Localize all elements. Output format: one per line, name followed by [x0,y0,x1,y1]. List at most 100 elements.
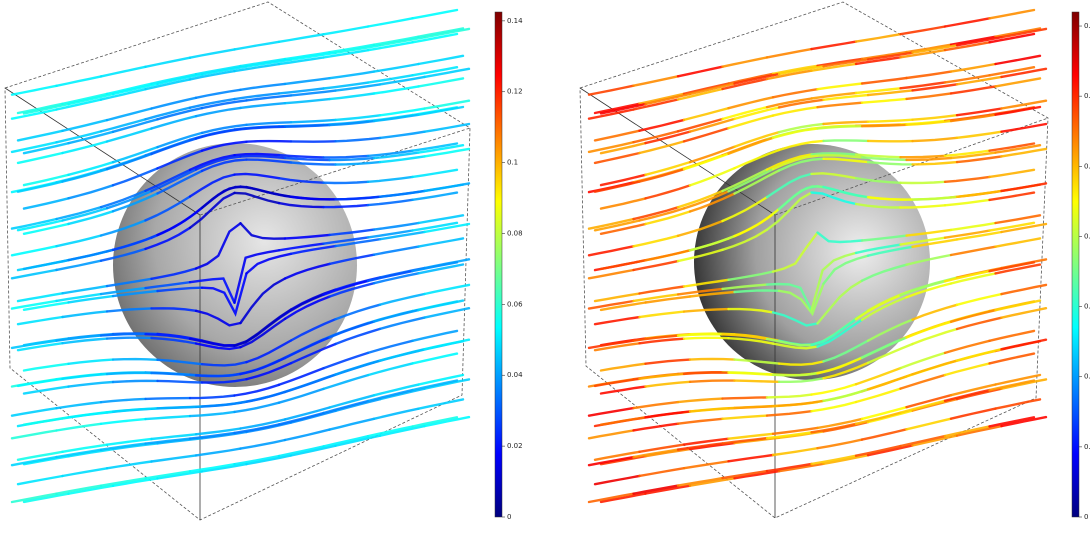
streamline [156,131,204,149]
streamline [61,118,109,133]
streamline [22,301,70,311]
streamline [733,379,781,383]
streamline [366,339,414,355]
streamline [727,96,775,110]
streamline [16,102,64,115]
streamline [911,327,959,346]
streamline [866,318,914,342]
streamline [593,292,641,303]
streamline [61,467,109,478]
streamline [816,231,864,244]
streamline [99,118,147,133]
streamline [61,443,109,453]
streamline [905,228,953,237]
streamline [905,43,953,54]
streamline [822,139,870,143]
streamline [239,418,287,430]
streamline [765,47,813,59]
streamline [733,106,781,121]
streamline [599,455,647,466]
streamline [372,383,420,397]
streamline [423,27,471,39]
streamline [61,284,109,295]
streamline [289,373,337,392]
streamline [810,40,858,51]
streamline [733,289,781,294]
streamline [822,454,870,465]
streamline [822,120,870,126]
streamline [322,236,370,245]
streamline [61,140,109,155]
streamline [372,221,420,231]
streamline [676,248,724,263]
streamline [111,233,159,252]
streamline [111,82,159,96]
streamline [16,292,64,303]
streamline [423,222,471,234]
streamline [599,222,647,236]
streamline [67,410,115,419]
streamline [366,229,414,239]
streamline [860,156,908,162]
streamline [417,373,465,386]
streamline [771,64,819,76]
streamline [200,123,248,135]
streamline [200,185,248,210]
streamline [816,417,864,430]
streamline [943,175,991,184]
streamline [144,56,192,69]
streamline [328,228,376,237]
streamline [943,388,991,402]
streamline [411,65,459,77]
streamline [10,141,58,154]
streamline [899,280,947,297]
streamline [727,72,775,85]
streamline [378,75,426,86]
streamline [721,436,769,445]
streamline [860,336,908,359]
streamline [810,172,858,180]
streamline [322,351,370,370]
streamline [765,69,813,81]
streamline [22,455,70,466]
streamline [67,130,115,145]
streamline [411,32,459,44]
streamline [144,195,192,222]
streamline [22,385,70,395]
streamline [111,379,159,384]
colorbar [494,11,503,518]
streamline [150,307,198,312]
streamline [988,379,1036,392]
streamline [988,168,1036,179]
panel: 0 0.02 0.04 0.06 0.08 0.1 0.12 0.14 [4,1,523,521]
streamline [899,399,947,414]
streamline [105,127,153,143]
streamline [676,287,724,296]
streamline [1000,338,1048,351]
streamline [10,492,58,504]
streamline [10,268,58,280]
streamline [771,154,819,171]
streamline [16,377,64,388]
streamline [682,190,730,210]
streamline [16,342,64,352]
streamline [233,249,281,304]
streamline [644,295,692,304]
streamline [334,434,382,447]
streamline [866,118,914,123]
streamline [632,422,680,432]
streamline [283,295,331,320]
streamline [632,400,680,410]
streamline [328,417,376,431]
streamline [55,205,103,221]
streamline [949,221,997,232]
streamline [194,447,242,457]
streamline [105,460,153,470]
streamline [682,336,730,340]
streamline [682,126,730,143]
streamline [16,315,64,326]
streamline [1000,122,1048,133]
streamline [866,342,914,365]
streamline [765,282,813,312]
